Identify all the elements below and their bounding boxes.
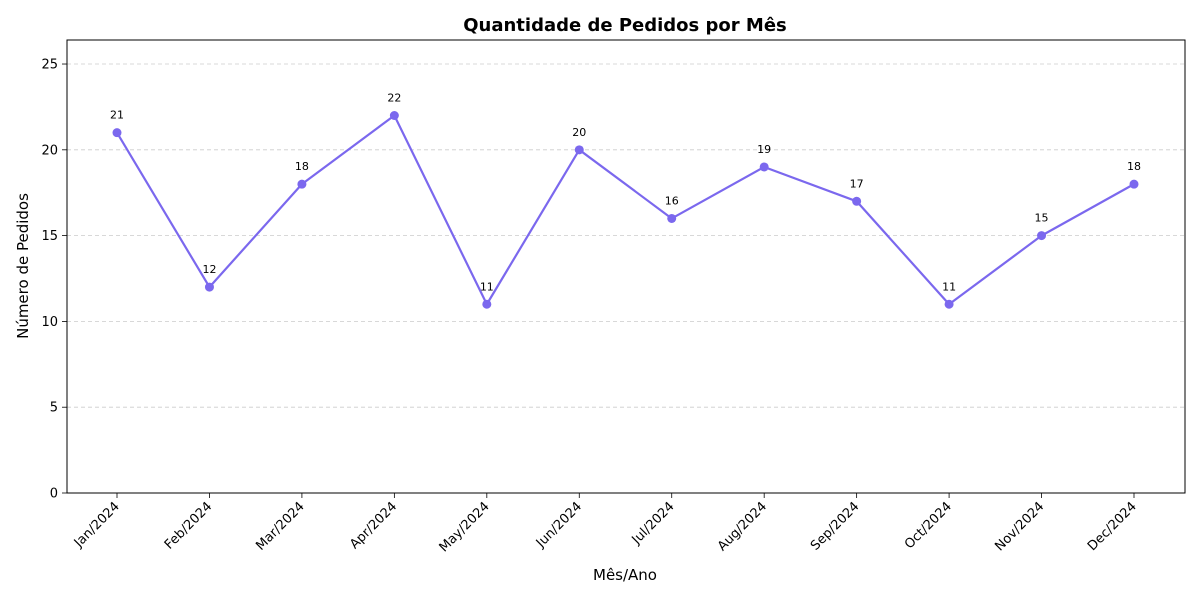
y-tick-label: 15 (41, 229, 58, 244)
x-tick-label: Mar/2024 (253, 499, 307, 553)
data-point (204, 282, 214, 292)
y-axis-label: Número de Pedidos (14, 193, 32, 339)
data-point (944, 299, 954, 309)
data-label: 11 (942, 280, 956, 293)
data-label: 17 (850, 177, 864, 190)
data-label: 18 (295, 160, 309, 173)
x-tick-label: Feb/2024 (162, 499, 215, 552)
data-point (297, 179, 307, 189)
tick-labels: 0 5 10 15 20 25 Jan/2024 Feb/2024 Mar/2024 Apr/20… (41, 58, 1139, 556)
data-point (574, 145, 584, 155)
y-tick-label: 0 (50, 487, 58, 502)
x-tick-label: Dec/2024 (1085, 499, 1140, 554)
x-tick-label: Jan/2024 (71, 499, 123, 551)
chart-title: Quantidade de Pedidos por Mês (463, 15, 787, 36)
x-tick-label: Aug/2024 (715, 499, 770, 554)
x-tick-label: Apr/2024 (347, 499, 400, 552)
x-tick-label: May/2024 (437, 499, 493, 555)
data-label: 21 (110, 109, 124, 122)
x-axis-label: Mês/Ano (593, 566, 657, 584)
gridlines (67, 63, 1185, 408)
y-tick-label: 5 (50, 401, 58, 416)
data-point (112, 128, 122, 138)
data-point (759, 162, 769, 172)
data-label: 22 (387, 92, 401, 105)
x-tick-label: Oct/2024 (902, 499, 955, 552)
data-label: 18 (1127, 160, 1141, 173)
x-tick-label: Sep/2024 (808, 499, 862, 553)
series-line (116, 114, 1135, 306)
y-tick-label: 10 (41, 315, 58, 330)
data-point (852, 196, 862, 206)
series (112, 111, 1139, 309)
data-point (1129, 179, 1139, 189)
data-labels: 21 12 18 22 11 20 16 19 17 11 15 18 (110, 92, 1141, 294)
data-point (667, 213, 677, 223)
data-point (1037, 231, 1047, 241)
data-label: 11 (480, 280, 494, 293)
x-tick-label: Jul/2024 (629, 499, 678, 548)
data-label: 12 (202, 263, 216, 276)
data-point (389, 111, 399, 120)
y-tick-label: 25 (41, 58, 58, 73)
data-label: 20 (572, 126, 586, 139)
y-tick-label: 20 (41, 143, 58, 158)
axes (62, 39, 1186, 498)
plot-frame (66, 39, 1186, 494)
x-tick-label: Nov/2024 (992, 499, 1047, 554)
x-tick-label: Jun/2024 (533, 499, 585, 551)
data-label: 16 (665, 194, 679, 207)
data-label: 19 (757, 143, 771, 156)
data-point (482, 299, 492, 309)
data-label: 15 (1035, 212, 1049, 225)
